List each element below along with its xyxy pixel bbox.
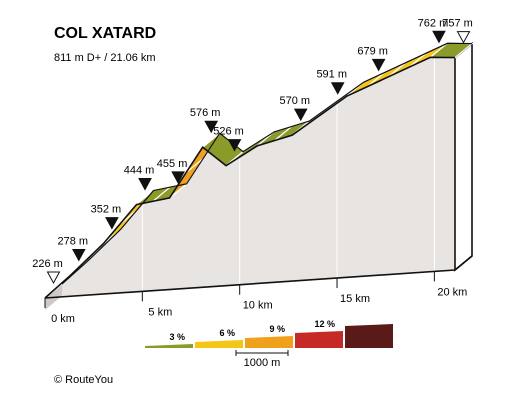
elevation-marker-label: 444 m — [124, 165, 155, 177]
start-marker-triangle — [46, 271, 61, 285]
elevation-marker-label: 526 m — [213, 126, 244, 138]
legend-swatch — [145, 344, 193, 348]
elevation-marker-label: 679 m — [357, 45, 388, 57]
elevation-marker-label: 455 m — [157, 158, 188, 170]
profile-base-edge — [44, 255, 473, 299]
profile-front-edge — [44, 56, 456, 299]
chart-subtitle: 811 m D+ / 21.06 km — [54, 52, 156, 64]
profile-top-surface — [44, 42, 474, 299]
elevation-marker-triangle — [371, 58, 386, 72]
km-tick-label: 0 km — [51, 313, 75, 325]
profile-side-face — [45, 41, 473, 310]
elevation-marker-label: 352 m — [91, 204, 122, 216]
elevation-marker-label: 278 m — [58, 235, 89, 247]
elevation-marker-label: 576 m — [190, 107, 221, 119]
legend-label: 3 % — [169, 332, 185, 342]
km-tick-label: 10 km — [243, 300, 273, 312]
scale-bar-label: 1000 m — [244, 357, 281, 369]
km-tick-label: 20 km — [437, 286, 467, 298]
elevation-marker-triangle — [204, 120, 219, 134]
legend-label: 12 % — [314, 319, 335, 329]
elevation-marker-triangle — [138, 178, 152, 191]
profile-end-face — [454, 41, 473, 272]
elevation-marker-triangle — [171, 171, 185, 184]
legend-label: 6 % — [219, 328, 235, 338]
end-marker-triangle — [456, 31, 471, 44]
legend-swatch — [245, 336, 293, 348]
legend-swatch — [345, 324, 393, 348]
copyright-text: © RouteYou — [54, 374, 113, 386]
gradient-legend: 3 % 6 % 9 % 12 % 1000 m — [145, 319, 393, 369]
chart-title: COL XATARD — [54, 25, 156, 42]
profile-side-fill — [45, 57, 455, 299]
elevation-marker-label: 591 m — [316, 69, 347, 81]
distance-ticks: 0 km 5 km 10 km 15 km 20 km — [44, 271, 467, 325]
start-marker-label: 226 m — [32, 258, 63, 270]
elevation-marker-label: 762 m — [418, 17, 449, 29]
elevation-marker-triangle — [330, 82, 345, 95]
legend-swatch — [195, 340, 243, 348]
elevation-marker-triangle — [227, 139, 242, 152]
km-tick-label: 15 km — [340, 293, 370, 305]
elevation-marker-triangle — [432, 30, 446, 44]
elevation-marker-triangle — [105, 217, 119, 230]
legend-label: 9 % — [269, 324, 285, 334]
legend-swatch — [295, 331, 343, 348]
elevation-marker-triangle — [71, 248, 86, 262]
elevation-marker-triangle — [293, 108, 308, 122]
km-tick-label: 5 km — [148, 306, 172, 318]
end-marker-label: 757 m — [442, 18, 473, 30]
elevation-marker-label: 570 m — [279, 95, 310, 107]
